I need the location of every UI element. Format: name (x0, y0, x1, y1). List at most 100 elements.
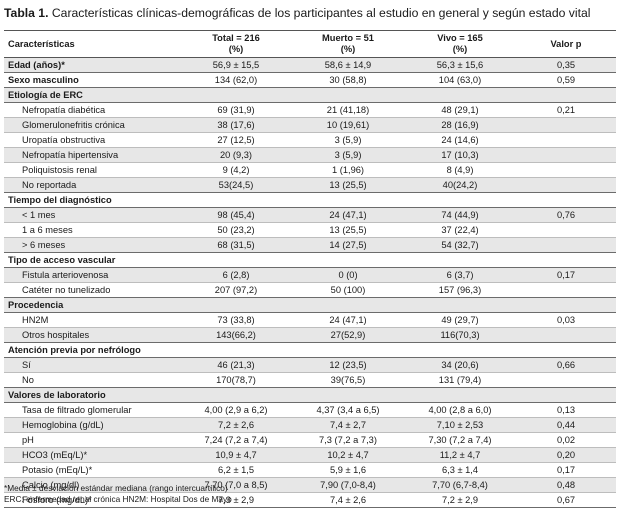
cell-valor-p: 0,59 (516, 72, 616, 88)
cell-vivo (404, 387, 516, 403)
cell-vivo: 8 (4,9) (404, 162, 516, 178)
row-label: Valores de laboratorio (4, 387, 180, 403)
row-label: Poliquistosis renal (4, 162, 180, 178)
cell-total: 27 (12,5) (180, 132, 292, 148)
table-row: Atención previa por nefrólogo (4, 342, 616, 358)
cell-valor-p: 0,02 (516, 432, 616, 448)
cell-total: 38 (17,6) (180, 117, 292, 133)
cell-valor-p (516, 147, 616, 163)
row-label: Nefropatía diabética (4, 102, 180, 118)
row-label: > 6 meses (4, 237, 180, 253)
row-label: Fósforo (mg/dL)* (4, 492, 180, 508)
row-label: Uropatía obstructiva (4, 132, 180, 148)
cell-total: 73 (33,8) (180, 312, 292, 328)
cell-vivo: 131 (79,4) (404, 372, 516, 388)
table-row: Otros hospitales 143(66,2) 27(52,9) 116(70,… (4, 327, 616, 343)
row-label: Atención previa por nefrólogo (4, 342, 180, 358)
cell-valor-p: 0,35 (516, 57, 616, 73)
cell-muerto (292, 87, 404, 103)
cell-valor-p (516, 252, 616, 268)
table-row: No reportada 53(24,5) 13 (25,5) 40(24,2) (4, 177, 616, 193)
cell-muerto: 5,9 ± 1,6 (292, 462, 404, 478)
table-row: > 6 meses 68 (31,5) 14 (27,5) 54 (32,7) (4, 237, 616, 253)
cell-valor-p (516, 327, 616, 343)
cell-total (180, 87, 292, 103)
table-row: Tasa de filtrado glomerular 4,00 (2,9 a 6… (4, 402, 616, 418)
clinical-data-table: Características Total = 216 (%) Muerto =… (4, 30, 616, 508)
cell-valor-p (516, 162, 616, 178)
cell-total: 6 (2,8) (180, 267, 292, 283)
cell-muerto (292, 342, 404, 358)
row-label: Calcio (mg/dl) (4, 477, 180, 493)
cell-vivo (404, 192, 516, 208)
row-label: < 1 mes (4, 207, 180, 223)
row-label: Sí (4, 357, 180, 373)
cell-muerto: 3 (5,9) (292, 132, 404, 148)
table-row: pH 7,24 (7,2 a 7,4) 7,3 (7,2 a 7,3) 7,30 (7… (4, 432, 616, 448)
row-label: Edad (años)* (4, 57, 180, 73)
cell-vivo: 24 (14,6) (404, 132, 516, 148)
header-total: Total = 216 (%) (180, 30, 292, 58)
table-row: Nefropatía diabética 69 (31,9) 21 (41,18) 4… (4, 102, 616, 118)
cell-muerto: 7,4 ± 2,6 (292, 492, 404, 508)
cell-total: 170(78,7) (180, 372, 292, 388)
cell-vivo (404, 342, 516, 358)
cell-vivo: 7,30 (7,2 a 7,4) (404, 432, 516, 448)
cell-muerto: 3 (5,9) (292, 147, 404, 163)
table-row: Calcio (mg/dl) 7,70 (7,0 a 8,5) 7,90 (7,0-… (4, 477, 616, 493)
cell-valor-p: 0,21 (516, 102, 616, 118)
cell-total: 7,70 (7,0 a 8,5) (180, 477, 292, 493)
table-body: Edad (años)* 56,9 ± 15,5 58,6 ± 14,9 56,3 ±… (4, 57, 616, 508)
cell-valor-p (516, 237, 616, 253)
table-row: Fósforo (mg/dL)* 7,3 ± 2,9 7,4 ± 2,6 7,2 ± … (4, 492, 616, 508)
cell-valor-p (516, 222, 616, 238)
cell-total: 207 (97,2) (180, 282, 292, 298)
cell-muerto: 39(76,5) (292, 372, 404, 388)
cell-valor-p (516, 117, 616, 133)
cell-muerto: 50 (100) (292, 282, 404, 298)
table-row: Glomerulonefritis crónica 38 (17,6) 10 (19… (4, 117, 616, 133)
cell-vivo: 56,3 ± 15,6 (404, 57, 516, 73)
table-row: Hemoglobina (g/dL) 7,2 ± 2,6 7,4 ± 2,7 7,10… (4, 417, 616, 433)
cell-vivo: 48 (29,1) (404, 102, 516, 118)
cell-vivo (404, 252, 516, 268)
table-row: Potasio (mEq/L)* 6,2 ± 1,5 5,9 ± 1,6 6,3 ± … (4, 462, 616, 478)
cell-total: 10,9 ± 4,7 (180, 447, 292, 463)
cell-total: 46 (21,3) (180, 357, 292, 373)
cell-vivo: 6,3 ± 1,4 (404, 462, 516, 478)
row-label: Fistula arteriovenosa (4, 267, 180, 283)
cell-muerto: 1 (1,96) (292, 162, 404, 178)
cell-valor-p (516, 177, 616, 193)
cell-vivo: 116(70,3) (404, 327, 516, 343)
cell-vivo: 28 (16,9) (404, 117, 516, 133)
cell-valor-p: 0,03 (516, 312, 616, 328)
row-label: Catéter no tunelizado (4, 282, 180, 298)
cell-muerto: 12 (23,5) (292, 357, 404, 373)
header-total-line1: Total = 216 (212, 33, 260, 43)
table-row: Etiología de ERC (4, 87, 616, 103)
table-caption: Tabla 1. Características clínicas-demogr… (4, 6, 590, 20)
cell-vivo: 104 (63,0) (404, 72, 516, 88)
cell-total: 7,3 ± 2,9 (180, 492, 292, 508)
cell-vivo: 74 (44,9) (404, 207, 516, 223)
cell-vivo (404, 297, 516, 313)
cell-valor-p (516, 372, 616, 388)
cell-vivo: 54 (32,7) (404, 237, 516, 253)
cell-valor-p: 0,17 (516, 267, 616, 283)
cell-muerto: 13 (25,5) (292, 222, 404, 238)
cell-vivo: 34 (20,6) (404, 357, 516, 373)
cell-total: 9 (4,2) (180, 162, 292, 178)
cell-vivo: 11,2 ± 4,7 (404, 447, 516, 463)
row-label: HCO3 (mEq/L)* (4, 447, 180, 463)
row-label: Hemoglobina (g/dL) (4, 417, 180, 433)
cell-vivo: 7,2 ± 2,9 (404, 492, 516, 508)
cell-muerto: 7,3 (7,2 a 7,3) (292, 432, 404, 448)
cell-total: 6,2 ± 1,5 (180, 462, 292, 478)
header-valor-p: Valor p (516, 30, 616, 58)
header-vivo: Vivo = 165 (%) (404, 30, 516, 58)
cell-valor-p (516, 387, 616, 403)
cell-total: 134 (62,0) (180, 72, 292, 88)
cell-total (180, 192, 292, 208)
table-row: No 170(78,7) 39(76,5) 131 (79,4) (4, 372, 616, 388)
cell-total: 50 (23,2) (180, 222, 292, 238)
